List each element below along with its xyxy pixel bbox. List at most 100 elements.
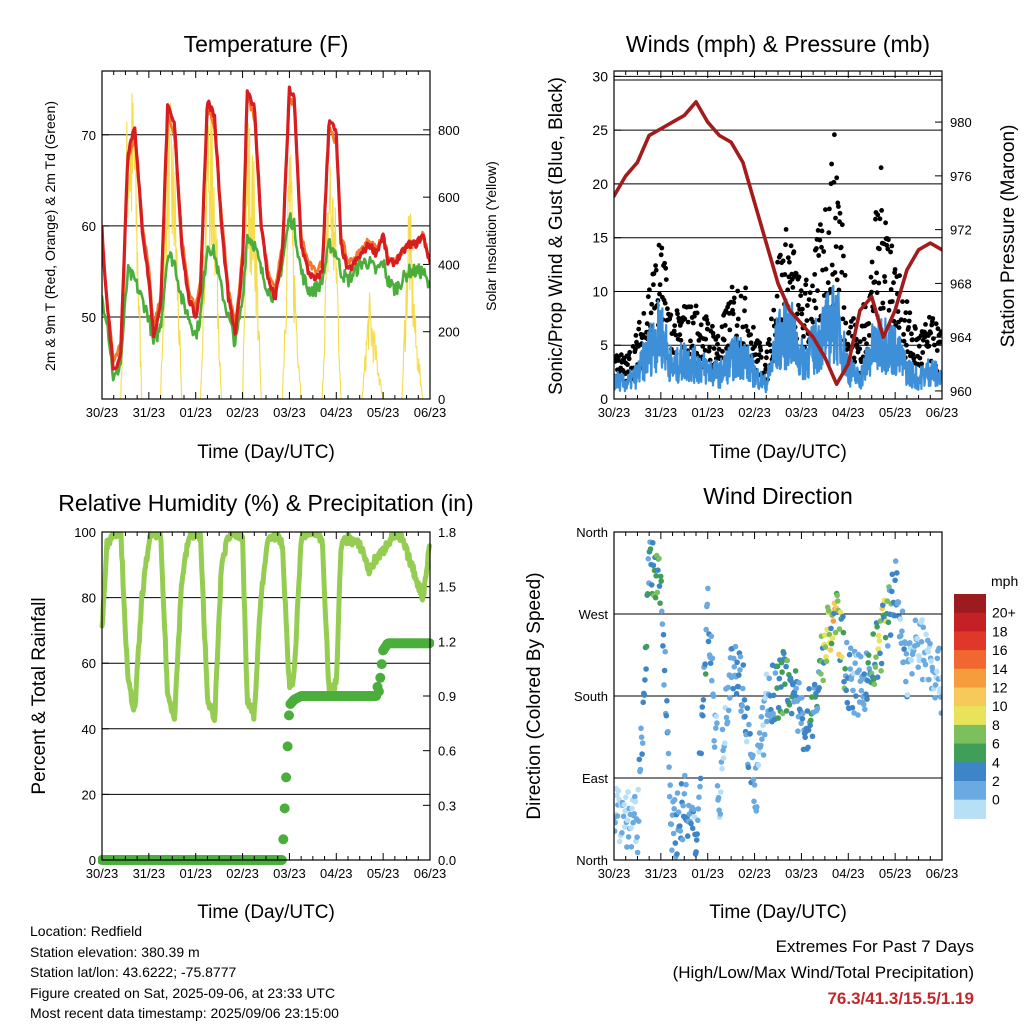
- direction-point: [878, 660, 885, 667]
- legend-label: 6: [992, 736, 1000, 752]
- direction-point: [853, 693, 859, 699]
- direction-point: [766, 675, 772, 682]
- gust-point: [653, 263, 658, 268]
- direction-point: [737, 653, 744, 660]
- winds-y-tick-label: 20: [592, 176, 608, 192]
- direction-x-tick-label: 02/23: [738, 866, 771, 881]
- direction-point: [655, 567, 661, 573]
- gust-point: [840, 316, 846, 322]
- direction-point: [865, 652, 872, 658]
- direction-point: [650, 540, 656, 546]
- direction-point: [623, 794, 629, 801]
- direction-point: [863, 691, 869, 697]
- winds-x-tick-label: 04/23: [832, 405, 865, 420]
- gust-point: [785, 287, 791, 293]
- gust-point: [889, 299, 895, 304]
- direction-point: [632, 793, 638, 800]
- gust-point: [707, 345, 712, 350]
- temperature-y2-tick-label: 600: [438, 190, 460, 205]
- legend-label: 20+: [992, 605, 1016, 621]
- gust-point: [796, 274, 802, 280]
- direction-point: [822, 644, 829, 650]
- winds-x-tick-label: 05/23: [879, 405, 912, 420]
- legend-swatch: [954, 743, 986, 763]
- gust-point: [651, 282, 656, 288]
- winds-y2-tick-label: 960: [950, 384, 972, 399]
- gust-point: [798, 288, 804, 294]
- gust-point: [694, 310, 700, 316]
- gust-point: [919, 361, 924, 367]
- direction-point: [709, 655, 716, 662]
- direction-point: [822, 632, 828, 638]
- direction-point: [616, 838, 623, 845]
- gust-point: [734, 323, 740, 328]
- legend-swatch: [954, 687, 986, 707]
- winds-y-tick-label: 30: [592, 68, 608, 84]
- gust-point: [846, 330, 852, 335]
- direction-point: [734, 659, 740, 666]
- winds-y-tick-label: 15: [592, 230, 608, 246]
- gust-point: [645, 294, 651, 300]
- humidity-x-label: Time (Day/UTC): [197, 902, 335, 923]
- humidity-x-tick-label: 03/23: [273, 866, 306, 881]
- direction-point: [681, 791, 688, 797]
- direction-point: [639, 751, 645, 757]
- humidity-y2-tick-label: 1.2: [438, 634, 456, 649]
- direction-point: [903, 651, 910, 657]
- direction-point: [754, 804, 760, 810]
- direction-point: [762, 695, 769, 701]
- direction-point: [782, 681, 788, 687]
- gust-point: [785, 255, 791, 261]
- legend-label: 8: [992, 717, 1000, 733]
- temperature-y-left-label: 2m & 9m T (Red, Orange) & 2m Td (Green): [42, 101, 58, 371]
- gust-point: [633, 333, 639, 338]
- direction-point: [925, 648, 932, 655]
- gust-point: [839, 269, 845, 275]
- direction-point: [772, 670, 779, 676]
- direction-point: [873, 654, 879, 660]
- direction-point: [650, 562, 657, 569]
- direction-point: [675, 809, 682, 815]
- gust-point: [815, 228, 821, 233]
- gust-point: [778, 252, 783, 258]
- gust-point: [810, 283, 815, 289]
- direction-point: [872, 664, 879, 670]
- direction-point: [678, 781, 685, 787]
- direction-point: [856, 667, 862, 673]
- gust-point: [793, 271, 799, 276]
- direction-point: [708, 633, 715, 640]
- gust-point: [649, 301, 655, 307]
- gust-point: [819, 228, 825, 234]
- gust-point: [816, 253, 822, 258]
- direction-point: [914, 641, 921, 648]
- direction-point: [783, 663, 789, 670]
- direction-point: [807, 722, 813, 729]
- humidity-y-tick-label: 0: [89, 853, 96, 868]
- precip-point: [373, 686, 384, 697]
- gust-point: [836, 287, 842, 293]
- direction-point: [725, 707, 732, 714]
- humidity-y2-tick-label: 0.3: [438, 798, 456, 813]
- precip-point: [281, 772, 292, 783]
- gust-point: [823, 266, 829, 272]
- direction-panel: Wind Direction Time (Day/UTC) Direction …: [524, 483, 1018, 923]
- direction-point: [658, 578, 664, 584]
- direction-point: [625, 789, 631, 795]
- direction-x-tick-label: 05/23: [879, 866, 912, 881]
- gust-point: [864, 341, 869, 347]
- direction-point: [826, 608, 832, 614]
- direction-point: [663, 712, 670, 719]
- gust-point: [791, 249, 797, 255]
- direction-point: [671, 797, 678, 803]
- relative-humidity-line: [99, 532, 432, 723]
- direction-point: [667, 782, 673, 788]
- temperature-y2-tick-label: 200: [438, 325, 460, 340]
- direction-point: [677, 828, 684, 834]
- gust-point: [883, 220, 888, 226]
- gust-point: [748, 332, 753, 337]
- direction-point: [719, 765, 725, 772]
- direction-point: [700, 712, 706, 719]
- gust-point: [710, 323, 715, 329]
- direction-point: [907, 640, 913, 646]
- direction-point: [908, 657, 915, 664]
